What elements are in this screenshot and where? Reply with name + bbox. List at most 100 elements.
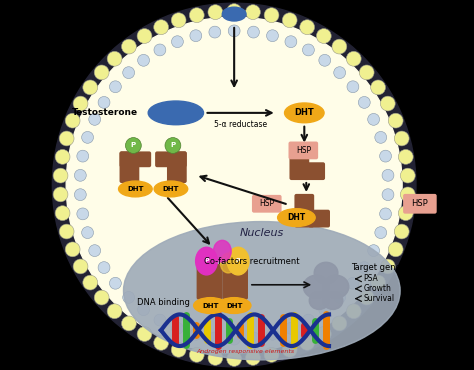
Circle shape xyxy=(83,275,98,290)
Circle shape xyxy=(394,224,409,239)
Circle shape xyxy=(347,278,359,289)
Circle shape xyxy=(285,36,297,48)
Circle shape xyxy=(382,169,394,181)
Circle shape xyxy=(317,28,331,43)
Text: HSP: HSP xyxy=(259,199,274,208)
Circle shape xyxy=(300,20,315,34)
Ellipse shape xyxy=(227,247,249,275)
Circle shape xyxy=(171,342,186,357)
Circle shape xyxy=(227,352,242,366)
Circle shape xyxy=(375,227,387,239)
Text: DNA binding: DNA binding xyxy=(137,298,190,307)
Circle shape xyxy=(231,253,245,267)
Ellipse shape xyxy=(213,240,231,262)
Circle shape xyxy=(332,39,347,54)
Ellipse shape xyxy=(220,253,236,273)
Circle shape xyxy=(137,304,149,316)
Text: HSP: HSP xyxy=(411,199,428,208)
Ellipse shape xyxy=(154,181,188,197)
Circle shape xyxy=(59,131,74,146)
FancyBboxPatch shape xyxy=(308,210,330,228)
Circle shape xyxy=(55,206,70,221)
Circle shape xyxy=(208,350,223,365)
Text: P: P xyxy=(131,142,136,148)
Circle shape xyxy=(107,51,122,66)
Circle shape xyxy=(83,80,98,95)
Circle shape xyxy=(154,314,166,326)
Circle shape xyxy=(302,44,314,56)
FancyBboxPatch shape xyxy=(167,151,187,183)
Circle shape xyxy=(346,304,361,319)
Text: Co-factors recruitment: Co-factors recruitment xyxy=(204,256,300,266)
Circle shape xyxy=(358,97,370,108)
Circle shape xyxy=(398,149,413,164)
Text: Nucleus: Nucleus xyxy=(240,228,284,238)
Ellipse shape xyxy=(303,275,329,298)
Circle shape xyxy=(89,114,100,125)
Text: DHT: DHT xyxy=(294,108,314,117)
Circle shape xyxy=(52,3,416,367)
Circle shape xyxy=(137,54,149,66)
Text: Target genes activation: Target genes activation xyxy=(351,262,449,272)
Ellipse shape xyxy=(196,247,218,275)
Circle shape xyxy=(368,245,380,256)
Circle shape xyxy=(190,8,204,23)
Ellipse shape xyxy=(148,101,203,125)
FancyBboxPatch shape xyxy=(155,151,187,167)
Circle shape xyxy=(380,96,395,111)
Circle shape xyxy=(77,208,89,220)
Circle shape xyxy=(209,332,221,344)
Circle shape xyxy=(73,259,88,274)
Text: DHT: DHT xyxy=(202,303,219,309)
Ellipse shape xyxy=(323,275,349,298)
Circle shape xyxy=(285,322,297,334)
Circle shape xyxy=(332,316,347,331)
FancyBboxPatch shape xyxy=(289,142,318,159)
Text: Growth: Growth xyxy=(364,284,392,293)
Circle shape xyxy=(347,81,359,92)
Circle shape xyxy=(137,327,152,342)
Circle shape xyxy=(371,275,385,290)
Circle shape xyxy=(380,208,392,220)
Circle shape xyxy=(334,292,346,303)
FancyBboxPatch shape xyxy=(222,264,248,300)
Circle shape xyxy=(190,347,204,362)
Text: 5-α reductase: 5-α reductase xyxy=(213,120,267,129)
Text: Testosterone: Testosterone xyxy=(72,108,138,117)
Circle shape xyxy=(107,304,122,319)
Circle shape xyxy=(388,242,403,257)
Text: Survival: Survival xyxy=(364,294,395,303)
Circle shape xyxy=(123,67,135,78)
Circle shape xyxy=(317,327,331,342)
Circle shape xyxy=(73,96,88,111)
Ellipse shape xyxy=(218,297,251,313)
Text: DHT: DHT xyxy=(127,186,144,192)
Circle shape xyxy=(77,150,89,162)
Ellipse shape xyxy=(314,262,338,283)
FancyBboxPatch shape xyxy=(119,151,151,167)
Ellipse shape xyxy=(118,181,152,197)
Circle shape xyxy=(94,290,109,305)
Circle shape xyxy=(319,54,331,66)
Text: HSP: HSP xyxy=(296,146,311,155)
Ellipse shape xyxy=(194,297,227,313)
Circle shape xyxy=(171,13,186,28)
Circle shape xyxy=(359,65,374,80)
Circle shape xyxy=(368,114,380,125)
Circle shape xyxy=(137,28,152,43)
Ellipse shape xyxy=(124,222,400,360)
Circle shape xyxy=(246,5,260,20)
Circle shape xyxy=(247,332,259,344)
Circle shape xyxy=(388,113,403,128)
Circle shape xyxy=(165,138,181,154)
Circle shape xyxy=(371,80,385,95)
Circle shape xyxy=(59,224,74,239)
Circle shape xyxy=(53,168,68,183)
FancyBboxPatch shape xyxy=(290,147,309,180)
Ellipse shape xyxy=(309,292,329,309)
Circle shape xyxy=(89,245,100,256)
Circle shape xyxy=(283,13,297,28)
Circle shape xyxy=(65,113,80,128)
Circle shape xyxy=(154,20,169,34)
Circle shape xyxy=(98,262,110,273)
